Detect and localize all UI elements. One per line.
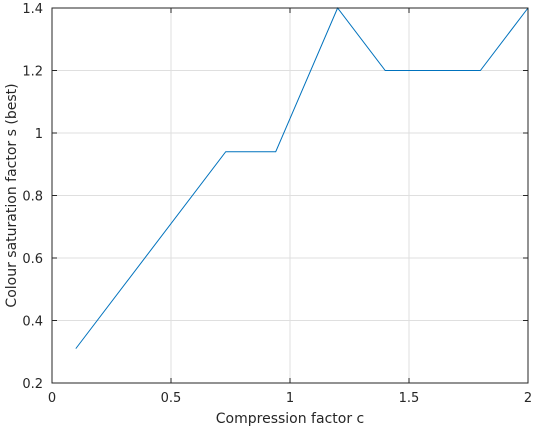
y-tick-label: 1: [35, 127, 43, 142]
plot-area: [51, 7, 529, 384]
x-tick-label: 0.5: [161, 391, 182, 406]
y-tick-label: 0.4: [22, 315, 43, 330]
x-tick-label: 2: [524, 391, 532, 406]
y-tick-label: 1.4: [22, 2, 43, 17]
x-tick-label: 1.5: [399, 391, 420, 406]
y-tick-label: 0.2: [22, 377, 43, 392]
tick-labels: 0 0.5 1 1.5 2 0.2 0.4 0.6 0.8 1 1.2 1.4: [22, 2, 532, 406]
y-axis-label: Colour saturation factor s (best): [4, 83, 20, 307]
y-tick-label: 1.2: [22, 65, 43, 80]
x-axis-label: Compression factor c: [216, 411, 364, 427]
x-tick-label: 0: [48, 391, 56, 406]
y-tick-label: 0.8: [22, 190, 43, 205]
ticks: [51, 7, 529, 384]
y-tick-label: 0.6: [22, 252, 43, 267]
x-tick-label: 1: [286, 391, 294, 406]
